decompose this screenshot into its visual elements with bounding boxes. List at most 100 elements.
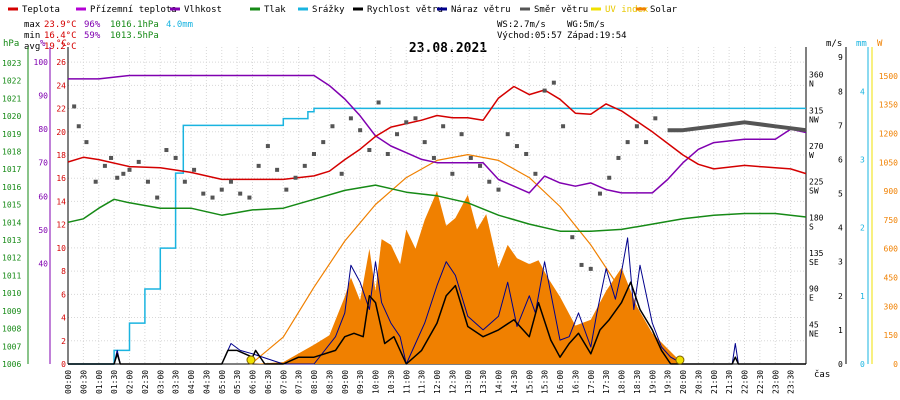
- wind-direction-point: [348, 116, 353, 121]
- wind-direction-point: [247, 195, 252, 200]
- info-wg: WG:5m/s: [567, 20, 605, 30]
- plot-area: [67, 74, 807, 365]
- stat-max-press: 1016.1hPa: [110, 20, 159, 30]
- tick-label-time: 04:30: [202, 370, 211, 394]
- tick-label-time: 12:00: [433, 370, 442, 394]
- wind-direction-point: [542, 88, 547, 93]
- tick-label-direction-name: SW: [809, 187, 819, 196]
- tick-label-hpa: 1007: [2, 342, 21, 351]
- tick-label-time: 02:30: [141, 370, 150, 394]
- tick-label-direction: 360: [809, 71, 824, 80]
- ms-unit: m/s: [826, 39, 842, 49]
- wind-direction-point: [115, 175, 120, 180]
- series-solar-area: [252, 191, 683, 364]
- tick-label-hpa: 1011: [2, 271, 21, 280]
- tick-label-pct: 100: [34, 58, 49, 67]
- wind-direction-point: [561, 124, 566, 129]
- wind-direction-point: [551, 80, 556, 85]
- wind-direction-point: [376, 100, 381, 105]
- wind-direction-point: [182, 179, 187, 184]
- tick-label-time: 04:00: [187, 370, 196, 394]
- tick-label-time: 21:00: [710, 370, 719, 394]
- tick-label-temp: 22: [56, 105, 66, 114]
- wind-direction-point: [570, 235, 575, 240]
- tick-label-mm: 4: [860, 87, 865, 96]
- tick-label-time: 19:00: [648, 370, 657, 394]
- tick-label-temp: 16: [56, 174, 66, 183]
- tick-label-temp: 8: [61, 267, 66, 276]
- wind-direction-point: [76, 124, 81, 129]
- tick-label-direction: 270: [809, 142, 824, 151]
- tick-label-w: 900: [884, 187, 899, 196]
- series-teplota: [67, 85, 807, 181]
- tick-label-pct: 40: [38, 259, 48, 268]
- wind-direction-point: [625, 140, 630, 145]
- tick-label-time: 16:30: [571, 370, 580, 394]
- wind-direction-point: [127, 167, 132, 172]
- tick-label-hpa: 1023: [2, 59, 21, 68]
- tick-label-w: 600: [884, 245, 899, 254]
- tick-label-time: 10:30: [387, 370, 396, 394]
- tick-label-ms: 4: [838, 224, 843, 233]
- legend-label: Rychlost větru: [367, 5, 443, 15]
- legend-label: Srážky: [312, 5, 345, 15]
- wind-direction-point: [607, 175, 612, 180]
- series-solar-max: [250, 154, 681, 365]
- tick-label-time: 22:30: [756, 370, 765, 394]
- wind-direction-point: [441, 124, 446, 129]
- tick-label-mm: 1: [860, 292, 865, 301]
- tick-label-hpa: 1010: [2, 289, 21, 298]
- tick-label-time: 15:30: [541, 370, 550, 394]
- tick-label-direction: 225: [809, 178, 824, 187]
- w-unit: W: [877, 39, 883, 49]
- wind-direction-point: [395, 132, 400, 137]
- tick-label-direction: 90: [809, 285, 819, 294]
- wind-direction-point: [653, 116, 658, 121]
- wind-direction-point: [330, 124, 335, 129]
- tick-label-time: 07:00: [279, 370, 288, 394]
- stat-min-temp: 16.4°C: [44, 31, 77, 41]
- tick-label-pct: 80: [38, 125, 48, 134]
- tick-label-time: 11:00: [402, 370, 411, 394]
- tick-label-ms: 0: [838, 360, 843, 369]
- tick-label-w: 1350: [879, 101, 898, 110]
- tick-label-time: 00:30: [79, 370, 88, 394]
- tick-label-temp: 2: [61, 337, 66, 346]
- tick-label-w: 1500: [879, 72, 898, 81]
- legend-label: Vlhkost: [184, 5, 222, 15]
- tick-label-temp: 12: [56, 221, 66, 230]
- info-sunrise: Východ:05:57: [497, 31, 562, 41]
- wind-direction-point: [256, 163, 261, 168]
- wind-direction-point: [238, 191, 243, 196]
- legend-item-vlhkost: Vlhkost: [170, 5, 222, 15]
- tick-label-time: 08:30: [325, 370, 334, 394]
- wind-direction-point: [321, 140, 326, 145]
- wind-direction-point: [404, 120, 409, 125]
- legend-label: Přízemní teplota: [90, 5, 177, 15]
- tick-label-direction: 135: [809, 249, 824, 258]
- legend-label: Náraz větru: [451, 5, 511, 15]
- tick-label-hpa: 1013: [2, 236, 21, 245]
- wind-direction-point: [192, 167, 197, 172]
- tick-label-time: 15:00: [525, 370, 534, 394]
- tick-label-time: 21:30: [725, 370, 734, 394]
- tick-label-time: 00:00: [64, 370, 73, 394]
- legend-label: Směr větru: [534, 5, 588, 15]
- tick-label-w: 150: [884, 331, 899, 340]
- tick-label-temp: 20: [56, 128, 66, 137]
- wind-direction-point: [121, 171, 126, 176]
- wind-direction-point: [468, 155, 473, 160]
- tick-label-pct: 90: [38, 92, 48, 101]
- wind-direction-point: [385, 151, 390, 156]
- pct-unit: %: [40, 39, 46, 49]
- tick-label-temp: 4: [61, 314, 66, 323]
- tick-label-direction: 45: [809, 320, 819, 329]
- tick-label-temp: 26: [56, 58, 66, 67]
- tick-label-time: 06:00: [249, 370, 258, 394]
- tick-label-temp: 6: [61, 290, 66, 299]
- tick-label-time: 12:30: [448, 370, 457, 394]
- tick-label-hpa: 1012: [2, 254, 21, 263]
- wind-direction-point: [201, 191, 206, 196]
- wind-direction-point: [459, 132, 464, 137]
- tick-label-w: 0: [893, 360, 898, 369]
